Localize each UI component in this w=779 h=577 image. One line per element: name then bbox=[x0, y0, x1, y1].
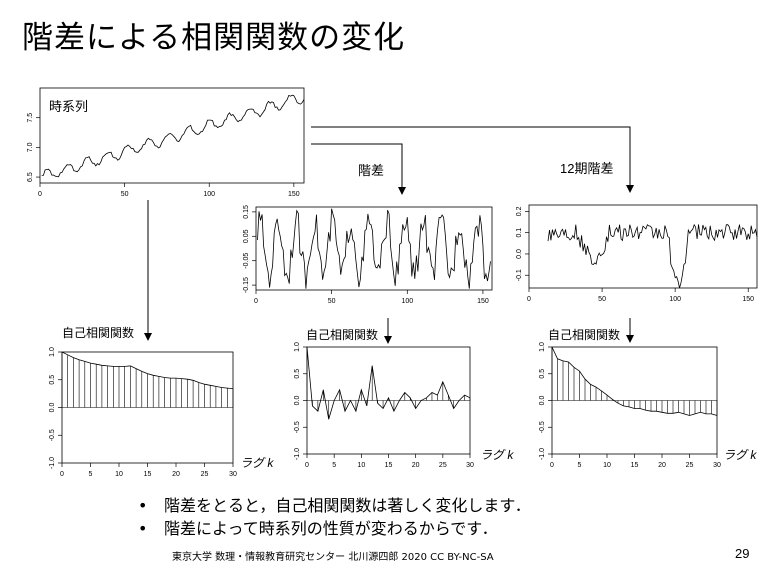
x-tick-label: 5 bbox=[332, 462, 336, 469]
x-tick-label: 25 bbox=[686, 462, 694, 469]
x-tick-label: 5 bbox=[578, 462, 582, 469]
acf-outline bbox=[61, 351, 234, 389]
y-tick-label: 7.0 bbox=[27, 142, 34, 152]
y-tick-label: -0.15 bbox=[243, 277, 250, 293]
y-tick-label: 1.0 bbox=[294, 342, 301, 352]
y-tick-label: 0.15 bbox=[243, 205, 250, 219]
x-tick-label: 30 bbox=[229, 471, 237, 478]
x-tick-label: 150 bbox=[477, 298, 489, 305]
x-tick-label: 15 bbox=[385, 462, 393, 469]
x-tick-label: 50 bbox=[598, 296, 606, 303]
x-tick-label: 0 bbox=[550, 462, 554, 469]
x-tick-label: 50 bbox=[121, 191, 129, 198]
x-tick-label: 100 bbox=[669, 296, 681, 303]
y-tick-label: 0.0 bbox=[539, 396, 546, 406]
label-diff: 階差 bbox=[358, 163, 384, 178]
x-tick-label: 20 bbox=[172, 471, 180, 478]
x-tick-label: 20 bbox=[412, 462, 420, 469]
x-tick-label: 5 bbox=[89, 471, 93, 478]
bullet-dot: • bbox=[138, 496, 148, 515]
chart-acf-seasonal-diff: 0 5 10 15 20 25 30 -1.0 -0.5 0.0 0.5 1.0 bbox=[539, 342, 721, 469]
bullet-list: • 階差をとると，自己相関関数は著しく変化します． • 階差によって時系列の性質が変… bbox=[138, 494, 531, 540]
x-tick-label: 15 bbox=[144, 471, 152, 478]
bullet-item: • 階差をとると，自己相関関数は著しく変化します． bbox=[138, 494, 531, 517]
x-tick-label: 30 bbox=[713, 462, 721, 469]
plot-frame bbox=[39, 87, 305, 184]
label-acf-diff: 自己相関関数 bbox=[306, 327, 378, 342]
series-title: 時系列 bbox=[49, 99, 88, 114]
x-tick-label: 0 bbox=[38, 191, 42, 198]
y-tick-label: -1.0 bbox=[539, 448, 546, 460]
y-tick-label: 7.5 bbox=[27, 113, 34, 123]
y-tick-label: -0.5 bbox=[49, 429, 56, 441]
plot-frame bbox=[255, 206, 493, 291]
y-tick-label: 0.0 bbox=[49, 403, 56, 413]
y-tick-label: 0.0 bbox=[516, 249, 523, 259]
bullet-text: 階差をとると，自己相関関数は著しく変化します． bbox=[164, 496, 531, 515]
bullet-item: • 階差によって時系列の性質が変わるからです． bbox=[138, 517, 531, 540]
y-tick-label: 1.0 bbox=[49, 347, 56, 357]
x-tick-label: 10 bbox=[603, 462, 611, 469]
y-tick-label: -1.0 bbox=[49, 457, 56, 469]
x-tick-label: 100 bbox=[203, 191, 215, 198]
series-line bbox=[41, 94, 305, 178]
series-line bbox=[257, 208, 491, 289]
x-tick-label: 10 bbox=[357, 462, 365, 469]
x-tick-label: 150 bbox=[742, 296, 754, 303]
x-tick-label: 100 bbox=[401, 298, 413, 305]
chart-acf-series: 0 5 10 15 20 25 30 -1.0 -0.5 0.0 0.5 1.0 bbox=[49, 347, 237, 478]
lag-label-seasonal-diff: ラグ k bbox=[723, 448, 757, 462]
label-acf-seasonal-diff: 自己相関関数 bbox=[548, 327, 620, 342]
x-tick-label: 10 bbox=[115, 471, 123, 478]
x-tick-label: 15 bbox=[631, 462, 639, 469]
plot-frame bbox=[528, 204, 758, 289]
bullet-text: 階差によって時系列の性質が変わるからです． bbox=[164, 519, 498, 538]
x-tick-label: 0 bbox=[254, 298, 258, 305]
x-tick-label: 0 bbox=[60, 471, 64, 478]
chart-acf-diff: 0 5 10 15 20 25 30 -1.0 -0.5 0.0 0.5 1.0 bbox=[294, 342, 474, 469]
y-tick-label: 0.5 bbox=[294, 369, 301, 379]
y-tick-label: -0.5 bbox=[539, 421, 546, 433]
y-tick-label: -0.05 bbox=[243, 253, 250, 269]
y-tick-label: 1.0 bbox=[539, 342, 546, 352]
flow-arrows bbox=[144, 126, 634, 344]
lag-label-diff: ラグ k bbox=[480, 448, 514, 462]
series-line bbox=[547, 223, 758, 289]
acf-outline bbox=[551, 346, 718, 416]
lag-label-series: ラグ k bbox=[240, 456, 274, 470]
page-number: 29 bbox=[735, 546, 750, 561]
x-tick-label: 20 bbox=[658, 462, 666, 469]
slide-title: 階差による相関関数の変化 bbox=[22, 20, 406, 56]
y-tick-label: 0.05 bbox=[243, 229, 250, 243]
chart-series: 0 50 100 150 6.5 7.0 7.5 bbox=[27, 87, 305, 198]
chart-diff: 0 50 100 150 -0.15 -0.05 0.05 0.15 bbox=[243, 205, 493, 305]
chart-seasonal-diff: 0 50 100 150 -0.1 0.0 0.1 0.2 bbox=[516, 204, 758, 303]
y-tick-label: 0.5 bbox=[49, 375, 56, 385]
arrow-to-seasonal-diff bbox=[311, 126, 634, 193]
arrow-to-diff bbox=[311, 143, 406, 195]
y-tick-label: -0.1 bbox=[516, 269, 523, 281]
x-tick-label: 25 bbox=[201, 471, 209, 478]
y-tick-label: -1.0 bbox=[294, 448, 301, 460]
label-acf-series: 自己相関関数 bbox=[62, 325, 134, 340]
x-tick-label: 0 bbox=[305, 462, 309, 469]
y-tick-label: 0.5 bbox=[539, 369, 546, 379]
label-seasonal-diff: 12期階差 bbox=[560, 161, 613, 176]
y-tick-label: 0.2 bbox=[516, 206, 523, 216]
y-tick-label: 0.1 bbox=[516, 228, 523, 238]
acf-outline bbox=[306, 346, 471, 420]
y-tick-label: -0.5 bbox=[294, 421, 301, 433]
bullet-dot: • bbox=[138, 519, 148, 538]
x-tick-label: 25 bbox=[439, 462, 447, 469]
x-tick-label: 30 bbox=[466, 462, 474, 469]
footer-credit: 東京大学 数理・情報教育研究センター 北川源四郎 2020 CC BY-NC-S… bbox=[172, 552, 494, 563]
x-tick-label: 150 bbox=[288, 191, 300, 198]
y-tick-label: 6.5 bbox=[27, 172, 34, 182]
y-tick-label: 0.0 bbox=[294, 396, 301, 406]
x-tick-label: 0 bbox=[527, 296, 531, 303]
x-tick-label: 50 bbox=[328, 298, 336, 305]
